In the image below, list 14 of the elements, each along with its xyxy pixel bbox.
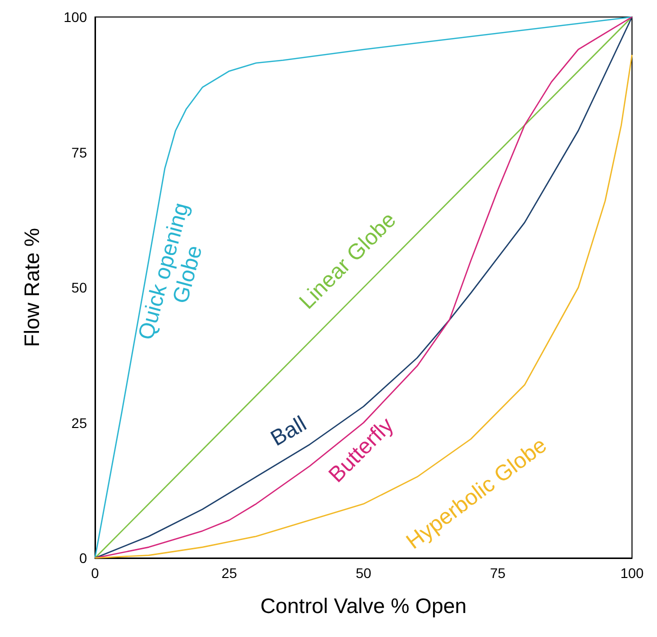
- x-tick-label: 75: [490, 565, 506, 581]
- y-tick-label: 25: [71, 414, 88, 431]
- y-tick-label: 0: [79, 550, 88, 566]
- text: Quick opening Globe: [132, 194, 207, 342]
- y-tick-label: 75: [71, 144, 88, 160]
- x-tick-label: 0: [91, 565, 100, 581]
- y-axis-title: Flow Rate %: [21, 228, 44, 348]
- x-axis-title: Control Valve % Open: [260, 595, 467, 618]
- y-tick-label: 100: [64, 9, 88, 25]
- x-tick-label: 50: [356, 565, 372, 581]
- x-tick-label: 100: [620, 565, 644, 581]
- y-tick-label: 50: [71, 280, 88, 296]
- text: Ball: [266, 410, 310, 451]
- x-tick-label: 25: [221, 565, 238, 581]
